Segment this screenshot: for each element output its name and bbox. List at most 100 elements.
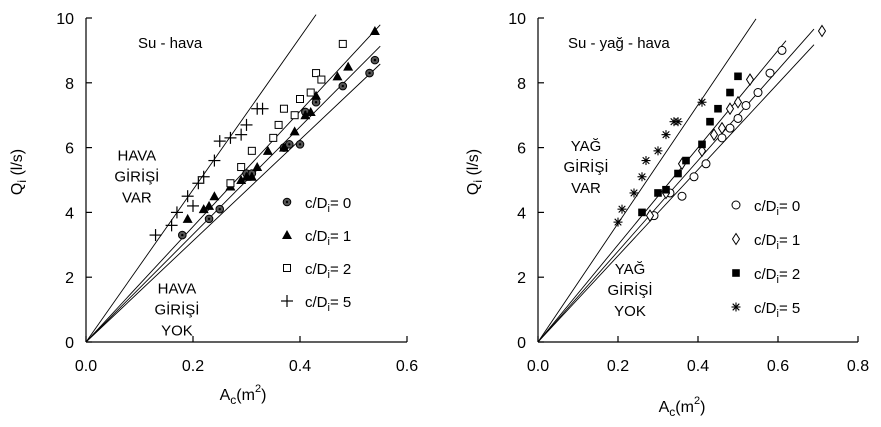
data-point	[215, 204, 225, 214]
x-axis-label: Ac(m2)	[659, 395, 706, 419]
data-point	[641, 156, 651, 166]
data-point	[237, 163, 246, 172]
fit-line	[537, 18, 757, 343]
data-point	[725, 123, 735, 133]
data-point	[673, 117, 683, 127]
fit-line	[537, 40, 787, 343]
legend-marker	[282, 230, 292, 239]
data-point	[338, 81, 348, 91]
legend-marker	[731, 302, 741, 312]
data-point	[235, 128, 248, 141]
data-point	[741, 100, 751, 110]
annotation-text: YAĞ	[571, 138, 602, 155]
data-point	[305, 106, 316, 116]
data-point	[753, 88, 763, 98]
annotation-text: YAĞ	[615, 261, 646, 278]
x-tick-label: 0.0	[527, 358, 549, 375]
x-tick-label: 0.4	[687, 358, 709, 375]
y-tick-label: 6	[65, 141, 74, 158]
data-point	[765, 68, 775, 78]
y-tick-label: 4	[65, 205, 74, 222]
annotation-text: GİRİŞİ	[607, 281, 652, 299]
y-axis-label: Qi (l/s)	[9, 149, 29, 195]
y-tick-label: 0	[65, 335, 74, 352]
data-point	[654, 189, 662, 197]
data-point	[726, 88, 734, 97]
data-point	[300, 110, 311, 120]
data-point	[256, 102, 269, 115]
annotation-text: YOK	[161, 322, 193, 339]
data-point	[370, 55, 380, 65]
legend-label: c/Di= 5	[305, 294, 351, 314]
annotation-text: HAVA	[118, 148, 157, 165]
data-point	[165, 219, 178, 232]
data-point	[252, 162, 263, 172]
data-point	[674, 169, 682, 178]
x-tick-label: 0.2	[607, 358, 629, 375]
data-point	[706, 117, 714, 126]
data-point	[733, 95, 743, 109]
data-point	[269, 133, 278, 142]
x-tick-label: 0.2	[182, 358, 204, 375]
data-point	[290, 111, 299, 120]
data-point	[714, 104, 722, 113]
data-point	[149, 229, 162, 242]
data-point	[317, 75, 326, 84]
data-point	[734, 72, 742, 81]
legend-marker	[281, 295, 293, 307]
data-point	[274, 120, 283, 129]
annotation-text: GİRİŞİ	[114, 168, 159, 186]
chart-title: Su - hava	[138, 35, 203, 52]
data-point	[637, 172, 647, 182]
data-point	[777, 45, 787, 55]
data-point	[338, 39, 347, 48]
legend-marker	[283, 264, 291, 272]
fit-line	[85, 63, 381, 343]
y-tick-label: 2	[65, 270, 74, 287]
legend-marker	[282, 197, 292, 207]
y-tick-label: 0	[517, 335, 526, 352]
data-point	[289, 126, 300, 136]
data-point	[240, 118, 253, 131]
data-point	[226, 179, 235, 188]
data-point	[208, 154, 221, 167]
data-point	[629, 188, 639, 198]
chart-su-yag-hava: 0 2 4 6 8 10 0.0 0.2 0.4 0.6 0.8 Su - yağ - hava YAĞ…	[465, 11, 869, 419]
data-point	[192, 177, 205, 190]
data-point	[613, 217, 623, 227]
y-tick-label: 8	[65, 76, 74, 93]
legend-label: c/Di= 2	[754, 266, 800, 286]
data-point	[661, 130, 671, 140]
y-tick-label: 2	[517, 270, 526, 287]
data-point	[369, 25, 380, 35]
data-point	[638, 208, 646, 217]
legend-label: c/Di= 0	[754, 198, 800, 218]
data-point	[698, 140, 706, 149]
data-point	[170, 206, 183, 219]
data-point	[306, 88, 315, 97]
data-point	[279, 104, 288, 113]
data-point	[262, 145, 273, 155]
fit-line	[85, 14, 317, 343]
data-point	[295, 140, 305, 149]
data-point	[733, 113, 743, 123]
data-point	[701, 159, 711, 169]
data-point	[817, 24, 827, 38]
legend-marker	[732, 269, 740, 277]
legend-label: c/Di= 5	[754, 300, 800, 320]
x-tick-label: 0.8	[847, 358, 869, 375]
data-point	[617, 204, 627, 214]
data-point	[204, 214, 214, 224]
y-axis-label: Qi (l/s)	[465, 149, 485, 195]
data-point	[717, 121, 727, 135]
legend-marker	[731, 200, 741, 210]
data-point	[198, 204, 209, 214]
x-tick-label: 0.6	[767, 358, 789, 375]
annotation-text: GİRİŞİ	[563, 158, 608, 176]
data-point	[187, 199, 199, 212]
chart-title: Su - yağ - hava	[568, 35, 670, 52]
data-point	[311, 90, 322, 100]
y-tick-label: 6	[517, 141, 526, 158]
data-point	[213, 135, 226, 148]
chart-su-hava: 0 2 4 6 8 10 0.0 0.2 0.4 0.6 Su - hava HAVA GİRİŞİ VA…	[9, 11, 418, 407]
